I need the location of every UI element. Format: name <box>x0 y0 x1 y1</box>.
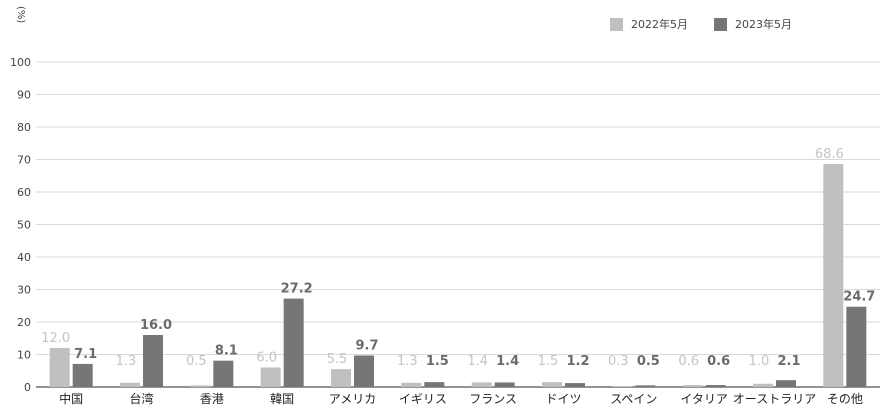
data-label-2022: 12.0 <box>41 331 70 346</box>
bar-2023 <box>354 355 374 387</box>
x-tick-label: フランス <box>469 392 517 406</box>
bar-2022 <box>612 386 633 387</box>
data-label-2023: 2.1 <box>777 354 800 369</box>
y-tick-label: 100 <box>10 56 31 69</box>
legend-label-2022: 2022年5月 <box>631 18 688 31</box>
data-label-2023: 16.0 <box>140 318 172 333</box>
x-tick-label: 香港 <box>200 392 224 406</box>
y-tick-label: 0 <box>24 381 31 394</box>
data-label-2023: 0.5 <box>637 354 660 369</box>
y-tick-label: 80 <box>17 121 31 134</box>
data-label-2023: 0.6 <box>707 354 730 369</box>
x-tick-label: その他 <box>827 392 863 406</box>
data-label-2023: 9.7 <box>355 338 378 353</box>
data-label-2022: 0.6 <box>678 354 699 369</box>
bar-2023 <box>494 382 515 387</box>
bar-2023 <box>143 335 163 387</box>
bar-2023 <box>635 385 656 387</box>
legend-item-2023: 2023年5月 <box>714 16 792 32</box>
legend-swatch-2022 <box>610 17 623 31</box>
data-label-2022: 1.3 <box>397 354 418 369</box>
bar-2022 <box>542 382 562 387</box>
x-tick-label: ドイツ <box>545 392 581 406</box>
bar-2022 <box>120 382 140 387</box>
data-label-2022: 1.0 <box>749 354 770 369</box>
bar-2022 <box>331 369 351 387</box>
data-label-2023: 1.2 <box>566 354 589 369</box>
legend-swatch-2023 <box>714 17 727 31</box>
data-label-2023: 24.7 <box>843 290 875 305</box>
bar-2022 <box>471 382 492 387</box>
x-tick-label: イタリア <box>680 392 728 406</box>
bar-2022 <box>682 385 703 387</box>
bar-2022 <box>753 383 773 387</box>
y-tick-label: 70 <box>17 154 31 167</box>
bar-2022 <box>49 348 70 387</box>
bar-2023 <box>705 385 726 387</box>
data-label-2022: 1.3 <box>116 354 137 369</box>
x-tick-label: 韓国 <box>270 392 294 406</box>
x-tick-label: オーストラリア <box>733 392 816 406</box>
data-label-2023: 1.5 <box>426 354 449 369</box>
bar-2023 <box>72 363 93 387</box>
data-label-2023: 8.1 <box>215 344 238 359</box>
data-label-2022: 0.3 <box>608 354 629 369</box>
bar-2022 <box>823 164 844 387</box>
bar-2022 <box>401 382 422 387</box>
chart-legend: 2022年5月 2023年5月 <box>610 16 818 32</box>
data-label-2023: 7.1 <box>74 347 97 362</box>
data-label-2022: 6.0 <box>256 351 277 366</box>
y-tick-label: 90 <box>17 89 31 102</box>
y-tick-label: 10 <box>17 349 31 362</box>
bar-2023 <box>776 380 796 387</box>
legend-item-2022: 2022年5月 <box>610 16 688 32</box>
data-label-2022: 68.6 <box>815 147 844 162</box>
data-label-2023: 1.4 <box>496 354 519 369</box>
y-tick-label: 60 <box>17 186 31 199</box>
x-tick-label: スペイン <box>610 392 657 406</box>
legend-label-2023: 2023年5月 <box>735 18 792 31</box>
x-tick-label: イギリス <box>399 392 447 406</box>
y-tick-label: 50 <box>17 219 31 232</box>
y-tick-label: 20 <box>17 316 31 329</box>
y-tick-label: 30 <box>17 284 31 297</box>
data-label-2023: 27.2 <box>281 282 313 297</box>
bar-2023 <box>283 298 304 387</box>
bar-2023 <box>565 383 585 387</box>
bar-2022 <box>260 367 281 387</box>
data-label-2022: 0.5 <box>186 354 207 369</box>
y-tick-label: 40 <box>17 251 31 264</box>
data-label-2022: 1.4 <box>467 354 488 369</box>
bar-2023 <box>846 306 867 387</box>
data-label-2022: 1.5 <box>538 354 559 369</box>
bar-2023 <box>424 382 445 387</box>
x-tick-label: 中国 <box>59 391 83 406</box>
x-tick-label: アメリカ <box>329 392 376 406</box>
bar-2023 <box>213 360 234 387</box>
x-tick-label: 台湾 <box>129 391 153 406</box>
data-label-2022: 5.5 <box>327 352 348 367</box>
bar-2022 <box>190 385 211 387</box>
